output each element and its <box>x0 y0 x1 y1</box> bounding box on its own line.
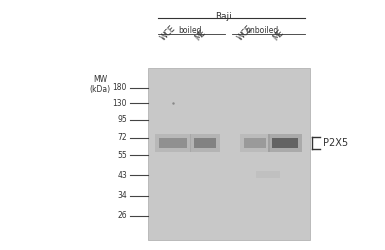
Text: P2X5: P2X5 <box>323 138 348 148</box>
Bar <box>240 134 270 152</box>
Bar <box>190 134 220 152</box>
Bar <box>148 68 310 240</box>
Bar <box>272 138 298 148</box>
Bar <box>256 171 280 178</box>
Text: unboiled: unboiled <box>245 26 279 35</box>
Text: WCE: WCE <box>159 23 177 42</box>
Text: 34: 34 <box>117 192 127 200</box>
Text: 180: 180 <box>113 84 127 92</box>
Text: WCE: WCE <box>236 23 254 42</box>
Bar <box>268 134 302 152</box>
Text: boiled: boiled <box>178 26 202 35</box>
Text: 43: 43 <box>117 170 127 179</box>
Bar <box>159 138 187 148</box>
Bar <box>244 138 266 148</box>
Text: 95: 95 <box>117 116 127 124</box>
Text: ME: ME <box>272 28 286 42</box>
Bar <box>194 138 216 148</box>
Text: 130: 130 <box>112 98 127 108</box>
Text: 72: 72 <box>117 134 127 142</box>
Text: 26: 26 <box>117 212 127 220</box>
Text: ME: ME <box>194 28 208 42</box>
Text: MW
(kDa): MW (kDa) <box>89 75 110 94</box>
Text: Raji: Raji <box>216 12 233 21</box>
Text: 55: 55 <box>117 150 127 160</box>
Bar <box>155 134 191 152</box>
